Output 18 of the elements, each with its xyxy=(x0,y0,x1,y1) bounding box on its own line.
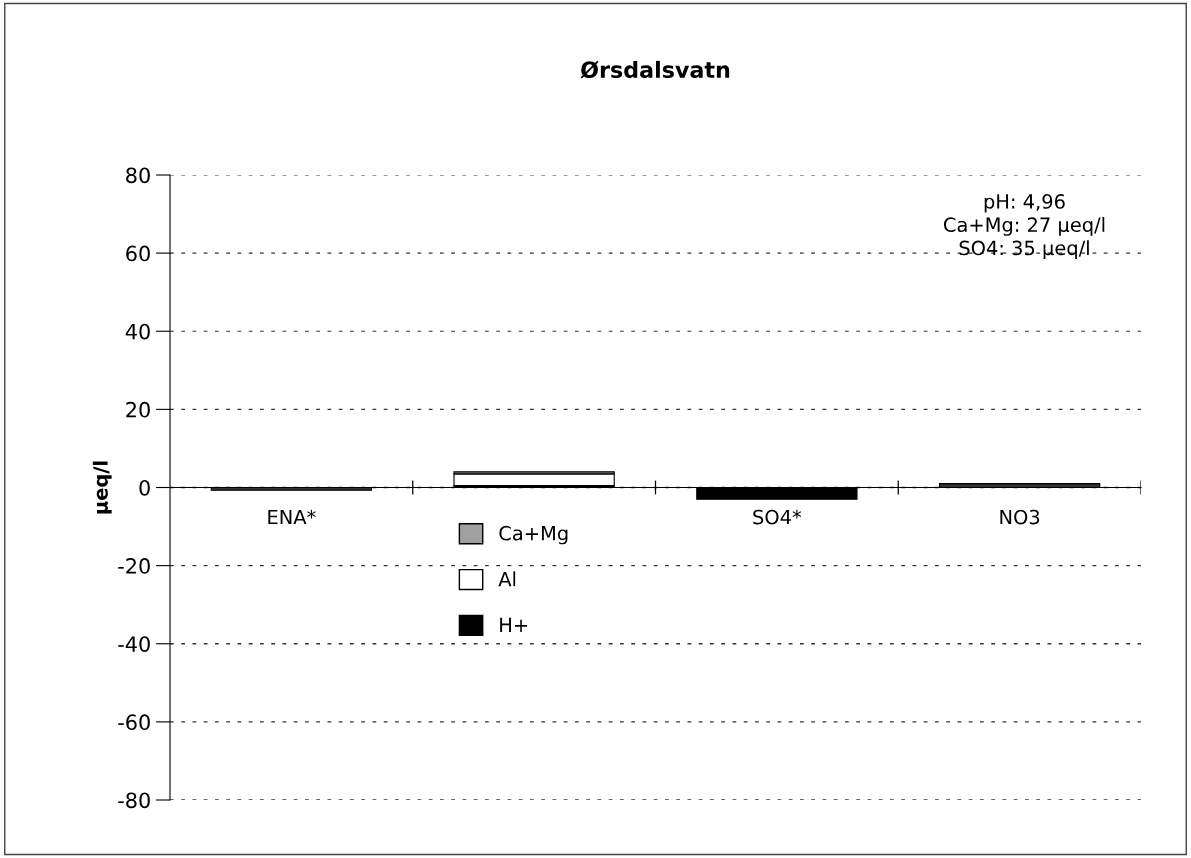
legend-label: Al xyxy=(498,571,516,587)
y-tick-label: -60 xyxy=(118,714,150,731)
y-tick-label: -20 xyxy=(118,558,150,574)
x-tick-label: ENA* xyxy=(268,509,316,525)
x-tick-label: SO4* xyxy=(753,509,802,525)
legend-label: H+ xyxy=(500,617,528,632)
y-tick-label: 20 xyxy=(126,401,150,418)
chart-title: Ørsdalsvatn xyxy=(580,60,730,79)
x-tick-label: NO3 xyxy=(1000,509,1040,525)
annotation: pH: 4,96 Ca+Mg: 27 µeq/l SO4: 35 µeq/l xyxy=(943,194,1105,260)
legend-label: Ca+Mg xyxy=(499,525,568,545)
y-axis-title: µeq/l xyxy=(92,461,112,514)
y-tick-label: 60 xyxy=(126,245,150,262)
y-tick-label: 80 xyxy=(126,167,150,184)
y-tick-label: 40 xyxy=(125,323,150,340)
y-tick-label: 0 xyxy=(139,479,150,496)
y-tick-label: -80 xyxy=(118,792,150,809)
y-tick-label: -40 xyxy=(118,636,150,652)
